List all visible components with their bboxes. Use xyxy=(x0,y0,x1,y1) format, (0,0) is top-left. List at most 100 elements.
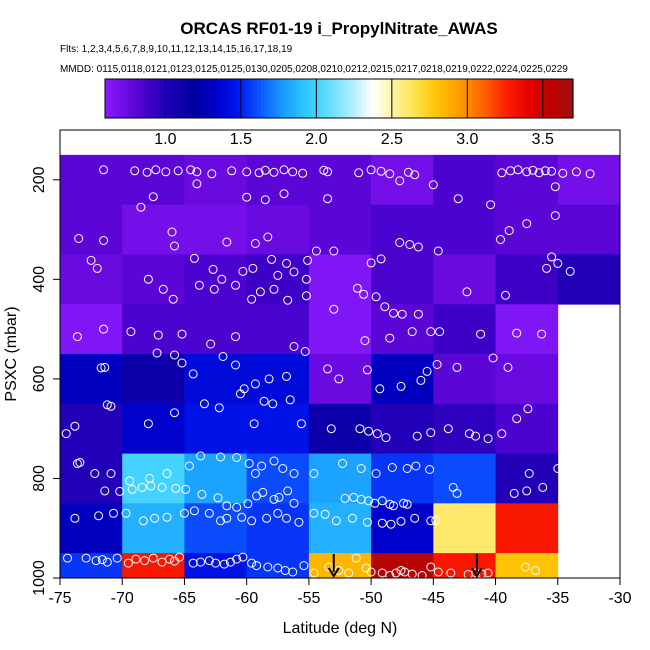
sample-point xyxy=(189,253,199,263)
sample-point xyxy=(362,365,372,375)
sample-point xyxy=(476,329,486,339)
sample-point xyxy=(412,431,422,441)
sample-point xyxy=(522,219,532,229)
colorbar-swatch xyxy=(346,79,352,118)
heatmap-cell xyxy=(433,453,496,504)
heatmap-cell xyxy=(371,403,434,454)
heatmap-cell xyxy=(371,453,434,504)
colorbar-swatch xyxy=(350,79,356,118)
colorbar-swatch xyxy=(237,79,243,118)
colorbar-frame xyxy=(104,78,574,119)
sample-point xyxy=(403,167,413,177)
heatmap-cell xyxy=(371,154,434,206)
sample-point xyxy=(112,553,122,563)
sample-point xyxy=(148,553,158,563)
sample-point xyxy=(106,469,116,478)
sample-point xyxy=(366,258,376,268)
sample-point xyxy=(380,302,390,312)
x-tick-label: -45 xyxy=(422,590,445,607)
sample-point xyxy=(389,308,398,318)
sample-point xyxy=(207,169,217,179)
colorbar-swatch xyxy=(385,79,391,118)
colorbar-swatch xyxy=(116,79,122,118)
y-tick-label: 200 xyxy=(31,166,48,193)
sample-point xyxy=(63,553,72,563)
sample-point xyxy=(61,429,71,439)
sample-point xyxy=(237,512,247,522)
sample-point xyxy=(99,165,109,175)
sample-point xyxy=(413,309,423,319)
sample-point xyxy=(121,508,131,518)
colorbar-swatch xyxy=(561,79,566,118)
sample-point xyxy=(269,494,279,504)
colorbar-swatch xyxy=(549,79,555,118)
sample-point xyxy=(509,488,519,498)
sample-point xyxy=(486,200,496,210)
colorbar-swatch xyxy=(108,79,114,118)
y-tick-label: 800 xyxy=(31,465,48,492)
sample-point xyxy=(238,552,248,562)
sample-point xyxy=(294,517,304,527)
sample-point xyxy=(558,168,568,178)
colorbar-swatch xyxy=(467,79,473,118)
heatmap-cell xyxy=(557,154,621,206)
sample-point xyxy=(522,486,532,496)
colorbar-swatch xyxy=(506,79,512,118)
colorbar-swatch xyxy=(167,79,172,118)
sample-point xyxy=(540,166,550,176)
sample-point xyxy=(170,408,179,418)
y-axis: 200 400 600 800 1000 xyxy=(31,166,60,596)
sample-point xyxy=(209,284,219,294)
sample-point xyxy=(227,166,237,176)
heatmap-cell xyxy=(495,453,559,504)
sample-point xyxy=(100,362,110,372)
sample-point xyxy=(433,567,443,577)
sample-point xyxy=(488,353,498,363)
colorbar-swatch xyxy=(362,79,367,118)
sample-point xyxy=(136,202,146,212)
colorbar-swatch xyxy=(374,79,379,118)
sample-point xyxy=(70,513,80,523)
sample-point xyxy=(340,493,350,503)
heatmap-cell xyxy=(308,403,372,454)
colorbar-swatch xyxy=(327,79,332,118)
colorbar-swatch xyxy=(128,79,133,118)
sample-point xyxy=(74,234,84,243)
sample-point xyxy=(81,553,91,563)
sample-point xyxy=(399,498,408,508)
sample-point xyxy=(216,516,225,526)
sample-point xyxy=(263,562,273,572)
heatmap-cell xyxy=(433,503,496,554)
sample-point xyxy=(239,384,249,394)
sample-point xyxy=(303,255,313,265)
sample-point xyxy=(534,168,544,178)
sample-point xyxy=(402,464,412,473)
sample-point xyxy=(282,371,291,381)
sample-point xyxy=(168,294,178,304)
sample-point xyxy=(371,292,381,302)
sample-point xyxy=(264,374,274,384)
colorbar-tick-label: 1.5 xyxy=(230,131,252,148)
sample-point xyxy=(362,517,372,527)
sample-point xyxy=(196,557,206,567)
sample-point xyxy=(501,290,510,300)
colorbar-swatch xyxy=(522,79,527,118)
sample-point xyxy=(199,399,209,409)
sample-point xyxy=(547,252,557,262)
sample-point xyxy=(222,237,232,247)
sample-point xyxy=(385,169,395,179)
colorbar-swatch xyxy=(331,79,336,118)
colorbar-swatch xyxy=(229,79,235,118)
heatmap-cell xyxy=(495,354,559,405)
colorbar-swatch xyxy=(448,79,453,118)
sample-point xyxy=(410,170,420,180)
colorbar-swatch xyxy=(553,79,558,118)
sample-point xyxy=(354,168,364,178)
sample-point xyxy=(137,482,147,492)
sample-point xyxy=(151,165,161,175)
sample-point xyxy=(167,227,177,237)
sample-point xyxy=(231,332,240,342)
sample-point xyxy=(250,469,260,478)
sample-point xyxy=(389,501,398,511)
